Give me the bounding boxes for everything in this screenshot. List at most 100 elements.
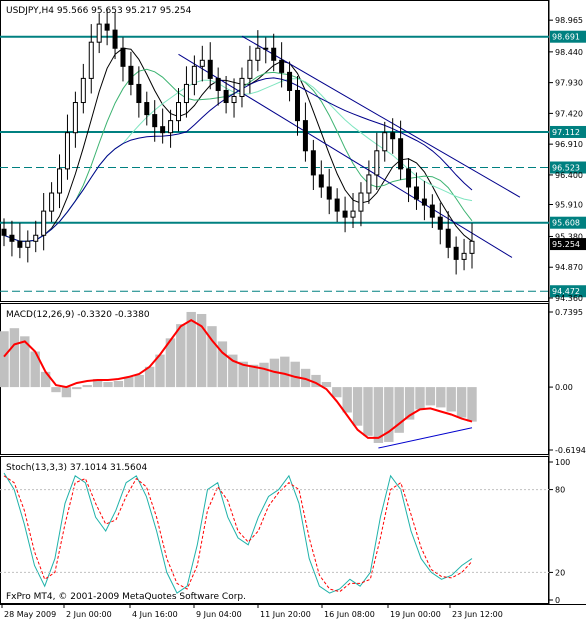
price-level-tag — [550, 161, 586, 174]
candle-body — [350, 210, 356, 218]
candle-body — [437, 216, 443, 230]
candle-body — [374, 150, 380, 176]
candle-body — [382, 132, 388, 152]
copyright: FxPro MT4, © 2001-2009 MetaQuotes Softwa… — [6, 592, 246, 602]
macd-bar — [217, 341, 228, 388]
macd-bar — [30, 351, 40, 388]
macd-bar — [92, 378, 103, 388]
macd-bar — [228, 354, 238, 388]
stoch-d-line — [3, 475, 473, 593]
candle-body — [406, 168, 412, 188]
candle-body — [80, 77, 86, 104]
macd-title: MACD(12,26,9) -0.3320 -0.3380 — [6, 310, 150, 320]
stoch-tick-label: 80 — [555, 486, 565, 495]
candle-body — [287, 71, 293, 91]
price-tick-label: 98.440 — [555, 48, 583, 57]
time-tick-label: 4 Jun 16:00 — [132, 610, 178, 619]
price-level-tag — [550, 216, 586, 229]
candle-body — [326, 186, 332, 200]
macd-bar — [456, 387, 467, 418]
time-tick-label: 23 Jun 12:00 — [452, 610, 503, 619]
price-tick-label: 97.420 — [555, 109, 583, 118]
stoch-tick-label: 100 — [555, 458, 570, 467]
macd-bar — [280, 356, 290, 388]
macd-bar — [72, 387, 82, 390]
candle-body — [183, 83, 189, 104]
candle-body — [453, 246, 459, 260]
candle-body — [207, 59, 213, 79]
candle-body — [342, 210, 348, 218]
macd-bar — [176, 324, 186, 388]
macd-bar — [446, 387, 456, 412]
price-tick-label: 94.870 — [555, 263, 583, 272]
candle-body — [318, 174, 324, 188]
macd-bar — [311, 374, 321, 388]
candle-body — [112, 29, 118, 49]
candle-body — [25, 240, 31, 248]
candle-body — [72, 102, 78, 134]
divergence-line — [378, 427, 473, 449]
macd-bar — [248, 364, 259, 388]
candle-body — [469, 240, 475, 254]
price-tick-label: 96.910 — [555, 140, 583, 149]
candle-body — [429, 204, 435, 218]
macd-tick-label: -0.6194 — [555, 446, 586, 455]
candle-body — [96, 23, 102, 43]
candle-body — [215, 77, 221, 91]
price-title: USDJPY,H4 95.566 95.653 95.217 95.254 — [6, 6, 192, 16]
candle-body — [310, 150, 316, 176]
macd-bar — [103, 382, 113, 388]
macd-bar — [155, 354, 165, 388]
macd-bar — [20, 336, 30, 388]
macd-bar — [342, 387, 352, 413]
candle-body — [239, 77, 245, 97]
price-level-label: 95.608 — [552, 219, 580, 228]
price-level-tag — [550, 125, 586, 138]
candle-body — [176, 102, 182, 122]
macd-bar — [113, 381, 124, 388]
candle-body — [152, 114, 158, 128]
candle-body — [421, 198, 427, 206]
stoch-tick-label: 20 — [555, 568, 565, 577]
candle-body — [199, 59, 205, 67]
macd-bar — [404, 387, 415, 420]
stoch-title: Stoch(13,3,3) 37.1014 31.5604 — [6, 463, 147, 473]
candle-body — [168, 120, 174, 134]
price-tick-label: 95.910 — [555, 200, 583, 209]
candle-body — [17, 240, 23, 248]
macd-bar — [425, 387, 436, 406]
candle-body — [398, 138, 404, 170]
candle-body — [279, 59, 285, 73]
macd-bar — [467, 387, 477, 422]
macd-bar — [394, 387, 404, 433]
candle-body — [294, 89, 300, 122]
price-level-label: 96.523 — [552, 164, 580, 173]
candle-body — [120, 47, 126, 67]
candle-body — [128, 65, 134, 85]
macd-bar — [61, 387, 72, 398]
price-tick-label: 96.400 — [555, 171, 583, 180]
time-tick-label: 28 May 2009 — [4, 610, 56, 619]
macd-bar — [207, 326, 217, 388]
candle-body — [9, 234, 15, 242]
macd-signal-line — [3, 318, 473, 439]
candle-body — [49, 192, 55, 212]
macd-bar — [51, 387, 61, 393]
stoch-tick-label: 0 — [555, 596, 560, 605]
time-tick-label: 9 Jun 04:00 — [196, 610, 242, 619]
candle-body — [104, 23, 110, 31]
candle-body — [160, 126, 166, 134]
candle-body — [1, 228, 7, 236]
macd-bar — [352, 387, 363, 426]
candle-body — [263, 47, 269, 50]
candle-body — [33, 234, 39, 242]
macd-bar — [384, 387, 394, 442]
price-level-tag — [550, 285, 586, 298]
candle-body — [334, 198, 340, 212]
candle-body — [144, 102, 150, 116]
macd-bar — [238, 361, 248, 388]
candle-body — [358, 192, 364, 212]
price-level-label: 98.691 — [552, 33, 580, 42]
candle-body — [191, 65, 197, 85]
macd-bar — [363, 387, 373, 436]
